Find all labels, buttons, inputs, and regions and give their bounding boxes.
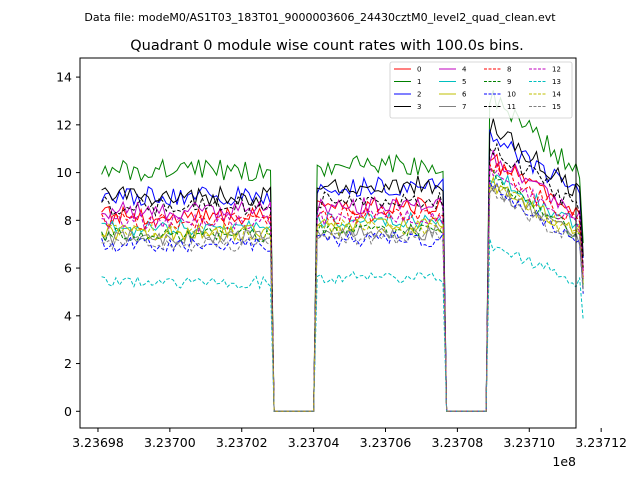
plot-area bbox=[79, 57, 584, 429]
series-line-11 bbox=[101, 142, 584, 412]
legend-label-13: 13 bbox=[552, 78, 561, 86]
legend-label-8: 8 bbox=[507, 66, 511, 74]
x-tick-label: 3.23712 bbox=[575, 435, 627, 450]
y-tick-label: 10 bbox=[56, 165, 72, 180]
legend-label-6: 6 bbox=[462, 91, 467, 99]
x-offset-label: 1e8 bbox=[552, 454, 576, 469]
series-line-5 bbox=[101, 174, 584, 412]
series-line-15 bbox=[101, 185, 584, 412]
series-line-10 bbox=[101, 180, 584, 412]
legend-label-12: 12 bbox=[552, 66, 561, 74]
x-tick-label: 3.23704 bbox=[288, 435, 340, 450]
y-tick-label: 0 bbox=[64, 404, 72, 419]
suptitle: Data file: modeM0/AS1T03_183T01_90000036… bbox=[84, 11, 556, 24]
x-tick-label: 3.23710 bbox=[503, 435, 555, 450]
x-tick-label: 3.23708 bbox=[432, 435, 484, 450]
series-line-8 bbox=[101, 161, 584, 412]
y-tick-label: 12 bbox=[56, 117, 72, 132]
series-line-13 bbox=[101, 238, 584, 412]
legend-label-9: 9 bbox=[507, 78, 511, 86]
x-tick-label: 3.23706 bbox=[360, 435, 412, 450]
x-tick-label: 3.23700 bbox=[144, 435, 196, 450]
axes-frame bbox=[79, 57, 577, 429]
legend-label-4: 4 bbox=[462, 66, 467, 74]
x-tick-label: 3.23702 bbox=[216, 435, 268, 450]
legend-label-1: 1 bbox=[417, 78, 421, 86]
legend-label-3: 3 bbox=[417, 103, 421, 111]
legend-label-0: 0 bbox=[417, 66, 421, 74]
legend-label-14: 14 bbox=[552, 91, 561, 99]
series-line-9 bbox=[101, 168, 584, 412]
legend-frame bbox=[389, 61, 573, 119]
chart-title: Quadrant 0 module wise count rates with … bbox=[130, 38, 524, 54]
y-tick-label: 4 bbox=[64, 308, 72, 323]
x-tick-label: 3.23698 bbox=[72, 435, 124, 450]
y-tick-label: 6 bbox=[64, 261, 72, 276]
legend-label-15: 15 bbox=[552, 103, 561, 111]
legend-label-5: 5 bbox=[462, 78, 466, 86]
series-line-14 bbox=[101, 184, 584, 412]
y-tick-label: 8 bbox=[64, 213, 72, 228]
y-tick-label: 14 bbox=[56, 70, 72, 85]
y-axis: 0 2 4 6 8 10 12 14 bbox=[56, 70, 80, 419]
x-axis: 3.23698 3.23700 3.23702 3.23704 3.23706 3.237… bbox=[72, 428, 627, 450]
y-tick-label: 2 bbox=[64, 356, 72, 371]
series-line-3 bbox=[101, 118, 584, 412]
series-line-12 bbox=[101, 165, 584, 412]
series-layer bbox=[101, 90, 584, 412]
legend-label-7: 7 bbox=[462, 103, 466, 111]
legend-label-10: 10 bbox=[507, 91, 516, 99]
legend-label-2: 2 bbox=[417, 91, 421, 99]
legend-label-11: 11 bbox=[507, 103, 516, 111]
